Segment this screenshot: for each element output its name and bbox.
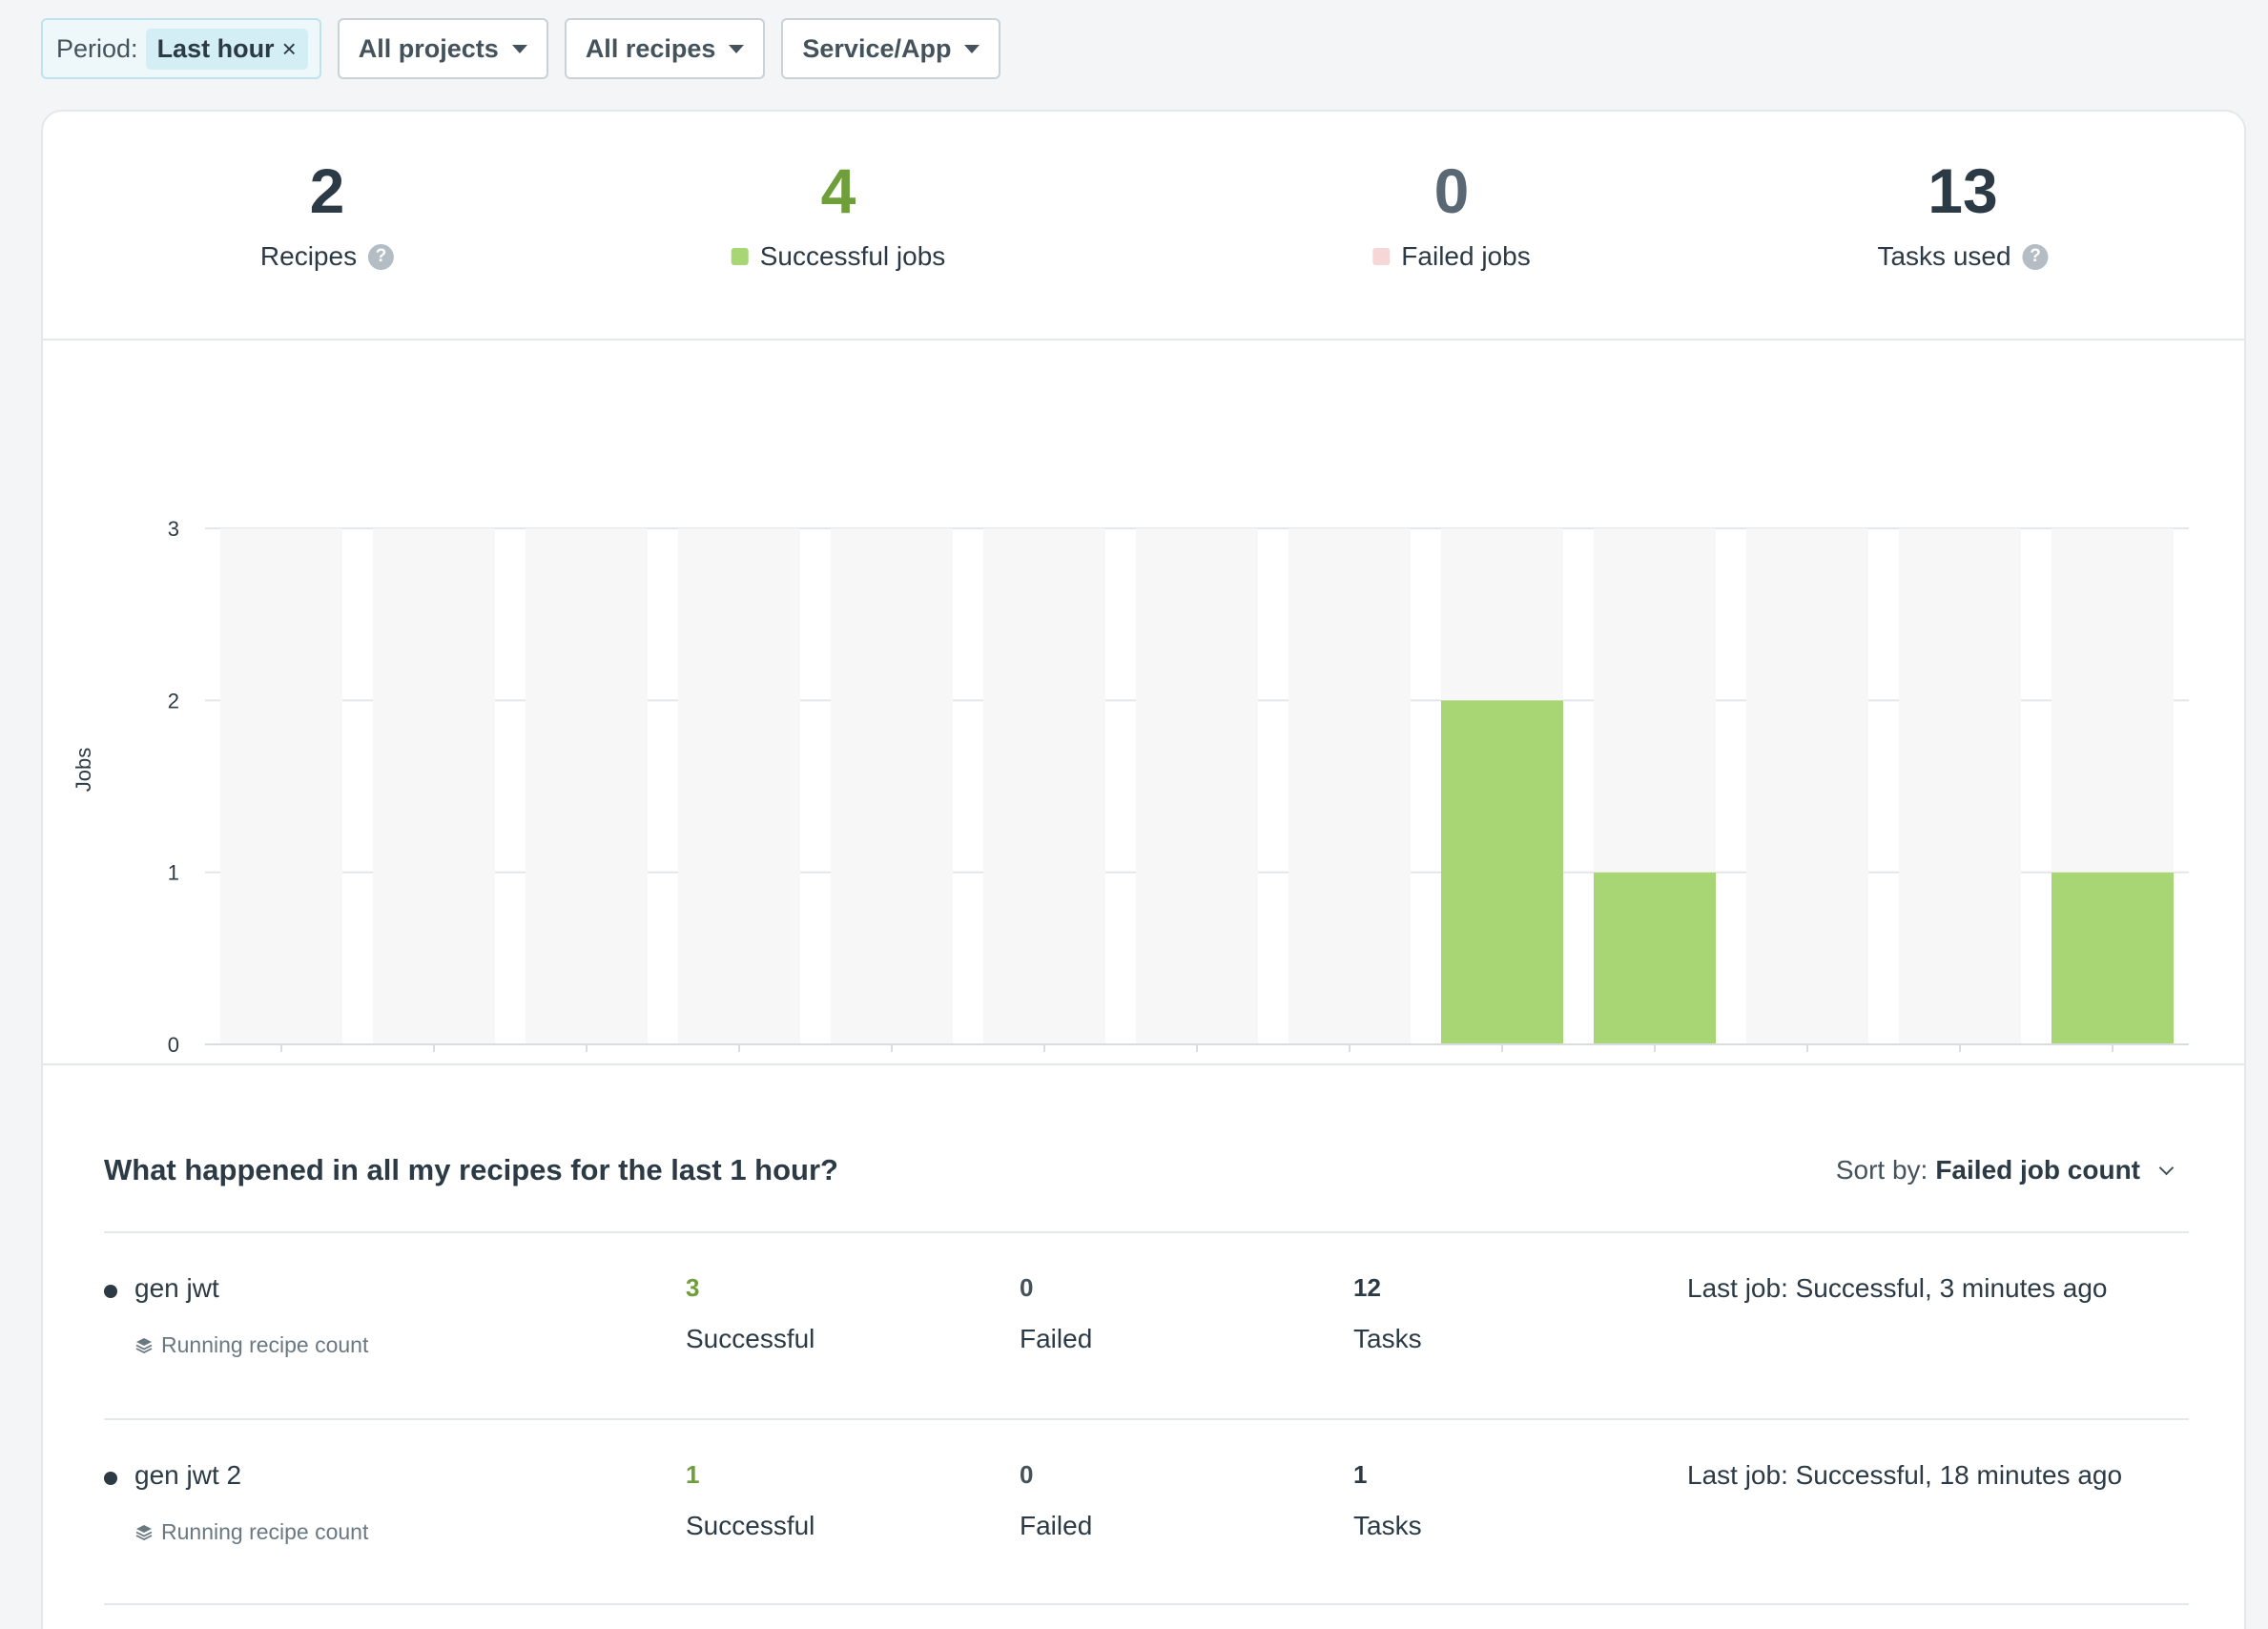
running-recipe-count-label: Running recipe count bbox=[161, 1332, 369, 1357]
successful-jobs-bar bbox=[2052, 872, 2174, 1044]
jobs-bar-chart: 012311:49AM11:50AM11:55AM12:00PM12:05PM1… bbox=[72, 517, 2189, 1057]
failed-jobs-label-row: Failed jobs bbox=[1372, 241, 1531, 272]
projects-dropdown-label: All projects bbox=[358, 33, 499, 63]
recipe-name[interactable]: gen jwt bbox=[134, 1273, 219, 1303]
tasks-used-label: Tasks used bbox=[1877, 241, 2011, 271]
period-value-tag[interactable]: Last hour × bbox=[145, 28, 308, 70]
service-app-dropdown-label: Service/App bbox=[802, 33, 952, 63]
caret-down-icon bbox=[729, 44, 745, 53]
recipes-stat-label: Recipes bbox=[259, 241, 358, 271]
recipes-count: 2 bbox=[309, 155, 345, 226]
column-background bbox=[983, 528, 1105, 1044]
last-job-status: Last job: Successful, 3 minutes ago bbox=[1687, 1273, 2108, 1303]
stat-tasks-used: 13 Tasks used ? bbox=[1877, 155, 2049, 272]
tasks-label: Tasks bbox=[1353, 1511, 1422, 1540]
successful-metric: 3 Successful bbox=[686, 1273, 814, 1354]
y-tick-label: 1 bbox=[168, 861, 179, 885]
period-filter[interactable]: Period: Last hour × bbox=[41, 18, 321, 79]
tasks-used-label-row: Tasks used ? bbox=[1877, 241, 2049, 272]
column-background bbox=[1136, 528, 1258, 1044]
layers-icon bbox=[135, 1337, 153, 1353]
successful-value: 3 bbox=[686, 1273, 700, 1302]
column-background bbox=[1899, 528, 2021, 1044]
recipe-list: gen jwt Running recipe count 3 Successfu… bbox=[104, 1231, 2189, 1605]
column-background bbox=[526, 528, 648, 1044]
last-job-status: Last job: Successful, 18 minutes ago bbox=[1687, 1460, 2123, 1490]
recipe-row[interactable]: gen jwt Running recipe count 3 Successfu… bbox=[104, 1231, 2189, 1418]
column-background bbox=[373, 528, 495, 1044]
recipes-dropdown[interactable]: All recipes bbox=[564, 18, 766, 79]
y-tick-label: 3 bbox=[168, 517, 179, 541]
successful-label: Successful bbox=[686, 1511, 815, 1540]
help-icon[interactable]: ? bbox=[368, 243, 395, 270]
successful-jobs-label-row: Successful jobs bbox=[731, 241, 946, 272]
failed-jobs-count: 0 bbox=[1433, 155, 1470, 226]
tasks-metric: 12 Tasks bbox=[1353, 1273, 1422, 1354]
failed-legend-swatch bbox=[1372, 248, 1391, 265]
sort-dropdown[interactable]: Sort by: Failed job count bbox=[1836, 1155, 2175, 1186]
running-recipe-count-label: Running recipe count bbox=[161, 1519, 369, 1544]
dashboard-card: 2 Recipes ? 4 Successful jobs 0 Failed j… bbox=[41, 110, 2246, 1629]
failed-label: Failed bbox=[1020, 1324, 1093, 1353]
successful-metric: 1 Successful bbox=[686, 1460, 814, 1541]
sort-label: Sort by: bbox=[1835, 1155, 1928, 1185]
clear-period-icon[interactable]: × bbox=[281, 33, 297, 63]
filter-bar: Period: Last hour × All projects All rec… bbox=[41, 18, 1001, 79]
projects-dropdown[interactable]: All projects bbox=[337, 18, 548, 79]
chevron-down-icon bbox=[2158, 1160, 2175, 1175]
failed-value: 0 bbox=[1020, 1460, 1034, 1489]
recipe-name[interactable]: gen jwt 2 bbox=[134, 1460, 242, 1490]
column-background bbox=[1289, 528, 1411, 1044]
column-background bbox=[831, 528, 953, 1044]
successful-jobs-label: Successful jobs bbox=[759, 241, 946, 271]
period-label: Period: bbox=[56, 33, 138, 63]
tasks-value: 12 bbox=[1353, 1273, 1381, 1302]
failed-label: Failed bbox=[1020, 1511, 1093, 1540]
stat-successful-jobs: 4 Successful jobs bbox=[731, 155, 946, 272]
successful-jobs-count: 4 bbox=[820, 155, 856, 226]
failed-jobs-label: Failed jobs bbox=[1401, 241, 1531, 271]
help-icon[interactable]: ? bbox=[2022, 243, 2049, 270]
sort-value: Failed job count bbox=[1935, 1155, 2140, 1185]
success-legend-swatch bbox=[731, 248, 749, 265]
y-tick-label: 2 bbox=[168, 689, 179, 712]
running-recipe-count: Running recipe count bbox=[134, 1519, 368, 1545]
successful-jobs-bar bbox=[1441, 700, 1563, 1044]
recipes-dropdown-label: All recipes bbox=[585, 33, 716, 63]
service-app-dropdown[interactable]: Service/App bbox=[781, 18, 1001, 79]
failed-metric: 0 Failed bbox=[1020, 1460, 1092, 1541]
failed-metric: 0 Failed bbox=[1020, 1273, 1092, 1354]
successful-value: 1 bbox=[686, 1460, 700, 1489]
stat-failed-jobs: 0 Failed jobs bbox=[1372, 155, 1531, 272]
caret-down-icon bbox=[511, 44, 527, 53]
stat-recipes: 2 Recipes ? bbox=[259, 155, 395, 272]
tasks-used-count: 13 bbox=[1928, 155, 1998, 226]
running-recipe-count: Running recipe count bbox=[134, 1332, 368, 1358]
period-value: Last hour bbox=[156, 33, 275, 63]
y-axis-title: Jobs bbox=[72, 748, 95, 792]
column-background bbox=[220, 528, 342, 1044]
tasks-value: 1 bbox=[1353, 1460, 1368, 1489]
column-background bbox=[678, 528, 800, 1044]
layers-icon bbox=[135, 1524, 153, 1540]
jobs-chart: 012311:49AM11:50AM11:55AM12:00PM12:05PM1… bbox=[43, 340, 2244, 1065]
successful-label: Successful bbox=[686, 1324, 815, 1353]
status-dot bbox=[104, 1472, 117, 1485]
column-background bbox=[1746, 528, 1868, 1044]
recipes-stat-label-row: Recipes ? bbox=[259, 241, 395, 272]
stats-summary: 2 Recipes ? 4 Successful jobs 0 Failed j… bbox=[43, 112, 2244, 340]
status-dot bbox=[104, 1285, 117, 1298]
recipe-row[interactable]: gen jwt 2 Running recipe count 1 Success… bbox=[104, 1418, 2189, 1605]
tasks-label: Tasks bbox=[1353, 1324, 1422, 1353]
caret-down-icon bbox=[964, 44, 980, 53]
tasks-metric: 1 Tasks bbox=[1353, 1460, 1422, 1541]
successful-jobs-bar bbox=[1594, 872, 1716, 1044]
failed-value: 0 bbox=[1020, 1273, 1034, 1302]
section-title: What happened in all my recipes for the … bbox=[104, 1153, 838, 1186]
y-tick-label: 0 bbox=[168, 1033, 179, 1057]
